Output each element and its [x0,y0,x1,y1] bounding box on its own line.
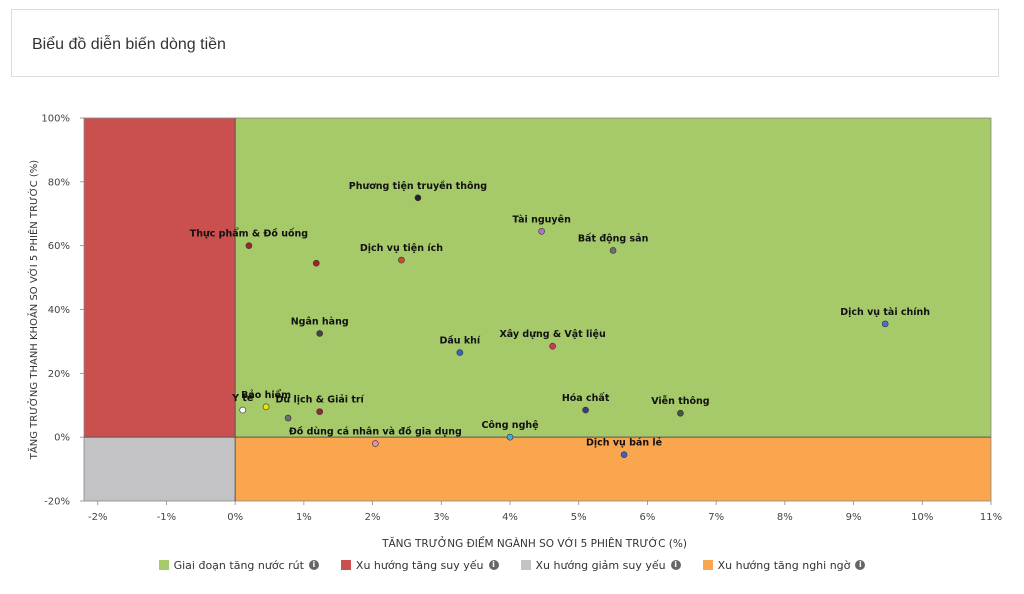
legend-swatch [340,560,351,570]
legend-label: Xu hướng tăng nghi ngờ [717,558,851,572]
data-point [284,414,292,422]
data-point-label: Ngân hàng [291,316,349,327]
x-tick-label: -1% [157,512,176,523]
legend-swatch [520,560,531,570]
legend-item[interactable]: Xu hướng tăng suy yếu i [340,558,499,572]
y-tick-label: 40% [48,305,70,316]
data-point-label: Bảo hiểm [241,389,291,401]
x-tick-label: 1% [296,512,312,523]
data-point-label: Viễn thông [651,396,709,407]
y-tick-label: 60% [48,241,70,252]
y-tick-label: 20% [48,369,70,380]
x-tick-label: 0% [227,512,243,523]
chart-title: Biểu đồ diễn biến dòng tiền [32,36,226,53]
quadrant-bottom-right [235,437,991,501]
data-point [398,256,405,264]
data-point-label: Phương tiện truyền thông [349,181,487,192]
x-tick-label: 9% [846,512,862,523]
data-point [316,330,323,337]
data-point [414,194,422,202]
data-point-label: Thực phẩm & Đồ uống [190,229,308,240]
data-point [620,451,628,459]
x-tick-label: 6% [640,512,656,523]
x-tick-label: 2% [365,512,381,523]
info-icon[interactable]: i [855,560,866,570]
legend-swatch [702,560,713,570]
data-point [316,408,323,415]
data-point-label: Du lịch & Giải trí [276,395,365,406]
data-point-label: Hóa chất [562,393,610,404]
legend-label: Xu hướng tăng suy yếu [355,558,484,572]
data-point [677,409,684,417]
legend-swatch [158,560,169,570]
y-axis-label: TĂNG TRƯỞNG THANH KHOẢN SO VỚI 5 PHIÊN T… [26,160,40,460]
legend-label: Giai đoạn tăng nước rút [173,558,304,572]
data-point-label: Dịch vụ tiện ích [360,243,443,254]
y-tick-label: -20% [44,497,70,508]
data-point-label: Dịch vụ tài chính [840,307,930,318]
data-point [549,342,556,350]
y-tick-label: 0% [54,433,70,444]
data-point [609,247,617,254]
legend-item[interactable]: Xu hướng tăng nghi ngờ i [702,558,866,572]
quadrant-bottom-left [84,437,236,501]
data-point [239,406,247,414]
x-tick-label: 3% [433,512,449,523]
legend-item[interactable]: Xu hướng giảm suy yếu i [520,558,681,572]
x-tick-label: 8% [777,512,793,523]
legend-item[interactable]: Giai đoạn tăng nước rút i [158,558,319,572]
data-point-label: Đồ dùng cá nhân và đồ gia dụng [289,427,462,438]
data-point [262,403,270,411]
data-point [582,406,589,414]
legend-label: Xu hướng giảm suy yếu [535,558,666,572]
data-point [456,349,464,356]
data-point-label: Tài nguyên [512,214,571,225]
data-point [538,228,545,235]
data-point-label: Dịch vụ bán lẻ [586,438,662,449]
quadrant-top-left [84,118,236,438]
data-point [372,440,379,447]
data-point [245,242,253,249]
x-tick-label: 5% [571,512,587,523]
x-tick-label: 10% [911,512,933,523]
x-tick-label: -2% [88,512,107,523]
info-icon[interactable]: i [488,560,499,570]
chart-title-card: Biểu đồ diễn biến dòng tiền [11,9,999,77]
data-point-label: Dầu khí [439,336,480,347]
data-point-label: Y tế [231,393,254,404]
chart-legend: Giai đoạn tăng nước rút i Xu hướng tăng su… [0,556,1024,574]
data-point [506,433,514,441]
y-tick-label: 80% [48,177,70,188]
x-tick-label: 4% [502,512,518,523]
data-point-label: Bất động sản [578,233,649,244]
data-point-label: Xây dựng & Vật liệu [499,329,605,340]
y-tick-label: 100% [41,114,70,125]
info-icon[interactable]: i [308,560,319,570]
data-point [312,259,320,267]
x-tick-label: 7% [708,512,724,523]
x-axis-label: TĂNG TRƯỞNG ĐIỂM NGÀNH SO VỚI 5 PHIÊN TR… [381,536,687,550]
x-tick-label: 11% [980,512,1002,523]
info-icon[interactable]: i [670,560,681,570]
data-point [881,320,889,328]
data-point-label: Công nghệ [481,420,538,431]
quadrant-top-right [235,118,991,438]
